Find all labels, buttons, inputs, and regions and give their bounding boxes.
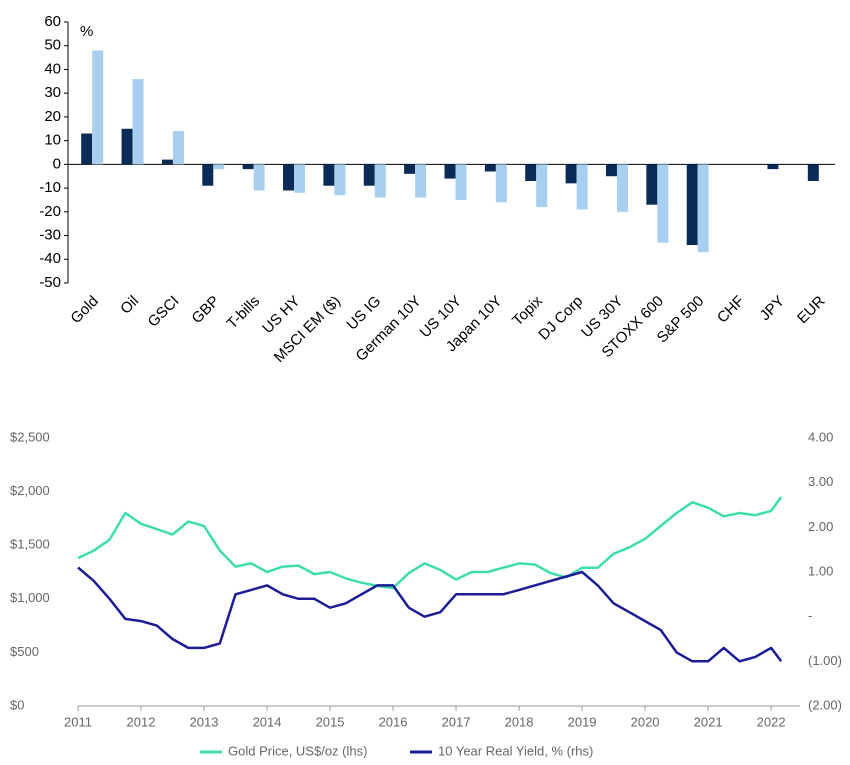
x-tick-label: GBP	[188, 293, 222, 327]
x-tick-label: T-bills	[224, 293, 264, 333]
y-tick-label: $1,500	[10, 537, 50, 552]
y-tick-label: $0	[10, 697, 24, 712]
x-tick-label: 2012	[127, 714, 156, 729]
bar	[374, 164, 386, 198]
bar	[565, 164, 577, 184]
legend-label: 10 Year Real Yield, % (rhs)	[438, 743, 593, 758]
bar	[455, 164, 467, 200]
bar	[536, 164, 548, 208]
bar	[334, 164, 346, 196]
y-tick-label: -20	[39, 203, 61, 220]
y-tick-label: 60	[44, 13, 61, 30]
y-tick-label: 20	[44, 108, 61, 125]
y-tick-label: $2,500	[10, 429, 50, 444]
y-tick-label: $500	[10, 644, 39, 659]
y-tick-label: 50	[44, 37, 61, 54]
bar	[605, 164, 617, 177]
bar	[81, 133, 93, 165]
x-tick-label: 2014	[253, 714, 282, 729]
y-tick-label: $1,000	[10, 590, 50, 605]
bar	[202, 164, 214, 186]
bar	[657, 164, 669, 243]
y-tick-label: -50	[39, 274, 61, 291]
y-tick-label: 10	[44, 132, 61, 149]
bar	[404, 164, 416, 174]
x-tick-label: 2018	[505, 714, 534, 729]
bar	[121, 128, 133, 165]
bar	[616, 164, 628, 212]
bar	[172, 131, 184, 165]
x-tick-label: 2013	[190, 714, 219, 729]
bar	[283, 164, 295, 191]
y2-tick-label: (2.00)	[808, 697, 842, 712]
bar	[484, 164, 496, 172]
bar	[444, 164, 456, 179]
bar	[686, 164, 698, 246]
bar	[323, 164, 335, 186]
bar	[213, 164, 225, 170]
bar	[92, 50, 104, 165]
bar	[767, 164, 779, 170]
x-tick-label: 2017	[442, 714, 471, 729]
x-tick-label: 2020	[631, 714, 660, 729]
line-series	[77, 566, 783, 663]
x-tick-label: JPY	[757, 293, 788, 324]
y2-tick-label: 4.00	[808, 429, 833, 444]
x-tick-label: 2011	[64, 714, 92, 729]
y2-tick-label: 3.00	[808, 474, 833, 489]
bar	[697, 164, 709, 253]
x-tick-label: 2019	[568, 714, 597, 729]
unit-label: %	[80, 23, 93, 40]
x-tick-label: 2021	[694, 714, 723, 729]
bar	[495, 164, 507, 203]
bar	[807, 164, 819, 181]
x-tick-label: DJ Corp	[535, 293, 586, 344]
bar	[242, 164, 254, 170]
bar	[294, 164, 306, 193]
bar	[363, 164, 375, 186]
y-tick-label: $2,000	[10, 483, 50, 498]
x-tick-label: GSCI	[145, 293, 183, 331]
y-tick-label: 40	[44, 60, 61, 77]
line-series	[77, 496, 783, 590]
bar	[576, 164, 588, 210]
bar	[525, 164, 537, 181]
x-tick-label: CHF	[714, 293, 748, 327]
bar	[161, 159, 173, 165]
x-tick-label: 2015	[316, 714, 345, 729]
x-tick-label: 2022	[757, 714, 786, 729]
y-tick-label: -30	[39, 227, 61, 244]
y-tick-label: -10	[39, 179, 61, 196]
y-tick-label: -40	[39, 250, 61, 267]
bar	[646, 164, 658, 205]
y-tick-label: 30	[44, 84, 61, 101]
y2-tick-label: -	[808, 608, 812, 623]
x-tick-label: Topix	[509, 292, 546, 329]
bar	[132, 78, 144, 165]
bar	[415, 164, 427, 198]
y2-tick-label: 2.00	[808, 519, 833, 534]
x-tick-label: Oil	[117, 293, 142, 318]
x-tick-label: 2016	[379, 714, 408, 729]
y-tick-label: 0	[53, 155, 61, 172]
y2-tick-label: (1.00)	[808, 653, 842, 668]
x-tick-label: EUR	[794, 292, 829, 327]
bar	[253, 164, 265, 191]
x-tick-label: Gold	[67, 293, 101, 327]
y2-tick-label: 1.00	[808, 563, 833, 578]
legend-label: Gold Price, US$/oz (lhs)	[228, 743, 367, 758]
